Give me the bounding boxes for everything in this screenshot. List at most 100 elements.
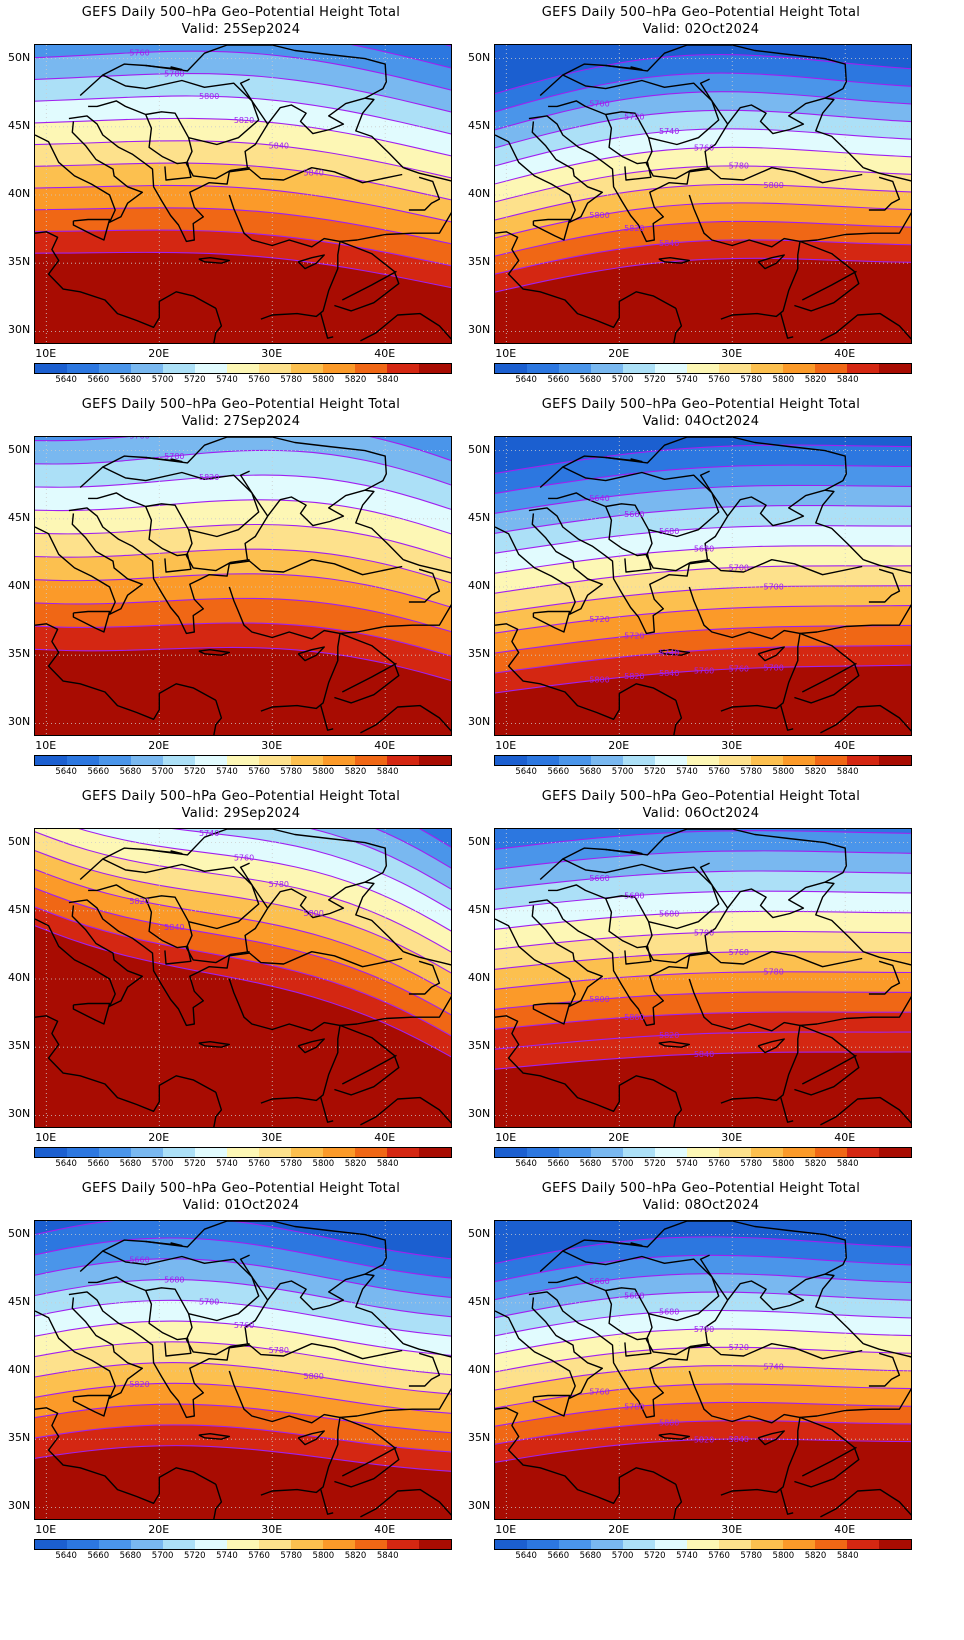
colorbar-swatch bbox=[419, 756, 451, 765]
colorbar-swatch bbox=[527, 756, 559, 765]
colorbar-label: 5820 bbox=[804, 375, 827, 385]
border-line bbox=[863, 1343, 911, 1358]
border-line bbox=[673, 1091, 683, 1127]
border-line bbox=[658, 1432, 691, 1440]
contour-label: 5820 bbox=[199, 473, 219, 482]
colorbar-label: 5740 bbox=[216, 375, 238, 385]
map-canvas: 56805700574057605780580058205840 bbox=[35, 829, 451, 1127]
border-line bbox=[408, 1352, 441, 1387]
colorbar-label: 5740 bbox=[216, 1551, 238, 1561]
border-line bbox=[495, 1015, 677, 1112]
colorbar-swatch bbox=[687, 364, 719, 373]
border-line bbox=[403, 559, 451, 574]
colorbar-swatch bbox=[847, 364, 879, 373]
colorbar-swatch bbox=[495, 1148, 527, 1157]
map-panel: GEFS Daily 500–hPa Geo–Potential Height … bbox=[0, 0, 482, 410]
panel-valid-date: Valid: 01Oct2024 bbox=[182, 1198, 300, 1213]
lat-label: 45N bbox=[468, 118, 491, 132]
colorbar-swatch bbox=[227, 1148, 259, 1157]
colorbar-label: 5720 bbox=[183, 767, 206, 777]
border-line bbox=[688, 1370, 801, 1496]
height-contour bbox=[495, 605, 911, 634]
lat-label: 40N bbox=[8, 579, 31, 592]
border-line bbox=[239, 470, 269, 517]
colorbar-swatch bbox=[323, 1148, 355, 1157]
border-line bbox=[35, 231, 217, 328]
colorbar-swatch bbox=[227, 1540, 259, 1549]
contour-label: 5680 bbox=[659, 1308, 679, 1317]
contour-label: 5760 bbox=[694, 666, 714, 675]
border-line bbox=[605, 1290, 652, 1357]
height-contour bbox=[495, 220, 911, 257]
colorbar-label: 5780 bbox=[740, 375, 763, 385]
colorbar-swatch bbox=[99, 1540, 131, 1549]
colorbar-swatch bbox=[559, 1540, 591, 1549]
colorbar-label: 5700 bbox=[611, 767, 634, 777]
colorbar-swatch bbox=[879, 1540, 911, 1549]
colorbar-label: 5820 bbox=[804, 1159, 827, 1169]
colorbar-swatch bbox=[783, 364, 815, 373]
colorbar-swatch bbox=[783, 756, 815, 765]
panel-valid-date: Valid: 08Oct2024 bbox=[642, 1198, 760, 1213]
height-contour bbox=[35, 831, 451, 953]
geopotential-map: 5760 5780 5820 bbox=[34, 436, 452, 736]
colorbar-swatch bbox=[655, 364, 687, 373]
height-contour bbox=[35, 499, 451, 535]
height-contour bbox=[495, 1420, 911, 1445]
colorbar-swatch bbox=[719, 364, 751, 373]
contour-label: 5840 bbox=[659, 239, 679, 248]
contour-label: 5760 bbox=[589, 1388, 609, 1397]
lat-label: 30N bbox=[8, 1499, 31, 1513]
height-contour bbox=[35, 117, 451, 157]
height-contour bbox=[35, 1341, 451, 1376]
border-line bbox=[334, 1024, 400, 1096]
border-line bbox=[213, 1091, 223, 1127]
border-line bbox=[757, 646, 785, 662]
lon-label: 20E bbox=[148, 739, 170, 752]
map-canvas: 5700 5720 5740 5760 5780 5800 5800 5820 5840 bbox=[495, 45, 911, 343]
contour-label: 5820 bbox=[624, 672, 644, 681]
border-line bbox=[408, 960, 441, 995]
lat-label: 35N bbox=[8, 647, 31, 661]
height-contour bbox=[495, 464, 911, 494]
colorbar-label: 5640 bbox=[55, 1551, 77, 1561]
colorbar-label: 5820 bbox=[804, 1551, 827, 1561]
height-contour bbox=[35, 646, 451, 682]
colorbar-label: 5800 bbox=[772, 1159, 795, 1169]
lon-label: 30E bbox=[261, 347, 283, 360]
border-line bbox=[79, 74, 260, 146]
colorbar bbox=[34, 1539, 452, 1550]
border-line bbox=[495, 121, 604, 224]
border-line bbox=[699, 78, 729, 125]
colorbar-label: 5840 bbox=[836, 767, 859, 777]
contour-label: 5780 bbox=[624, 1402, 644, 1411]
contour-label: 5660 bbox=[129, 1255, 149, 1264]
colorbar-swatch bbox=[291, 364, 323, 373]
border-line bbox=[673, 1483, 683, 1519]
colorbar-swatch bbox=[559, 1148, 591, 1157]
height-contour bbox=[35, 1299, 451, 1337]
map-canvas: 5660 5680 5680 5700 5720 5740 5760 5780 5800 5820… bbox=[495, 1221, 911, 1519]
geopotential-map: 5760 5780 5800 5820 5840 5840 bbox=[34, 44, 452, 344]
border-line bbox=[868, 568, 901, 603]
colorbar-swatch bbox=[655, 756, 687, 765]
colorbar-label: 5740 bbox=[676, 1159, 698, 1169]
colorbar-swatch bbox=[291, 1148, 323, 1157]
map-canvas: 5660 5680 5680 5700 5760 5780 5800 5800 5820 5840 bbox=[495, 829, 911, 1127]
contour-label: 5760 bbox=[694, 144, 714, 153]
height-contour bbox=[495, 1365, 911, 1391]
height-contour bbox=[495, 565, 911, 594]
height-contour bbox=[35, 251, 451, 289]
colorbar-swatch bbox=[163, 1540, 195, 1549]
colorbar-label: 5760 bbox=[248, 375, 270, 385]
border-line bbox=[868, 1352, 901, 1387]
colorbar-swatch bbox=[419, 1148, 451, 1157]
contour-label: 5800 bbox=[589, 676, 609, 685]
lat-label: 45N bbox=[468, 1294, 491, 1308]
border-line bbox=[673, 699, 683, 735]
colorbar-label: 5700 bbox=[611, 1551, 634, 1561]
map-panel: GEFS Daily 500–hPa Geo–Potential Height … bbox=[460, 0, 942, 410]
lon-label: 40E bbox=[374, 1131, 396, 1144]
lat-label: 50N bbox=[8, 1226, 31, 1240]
colorbar-label: 5740 bbox=[676, 375, 698, 385]
